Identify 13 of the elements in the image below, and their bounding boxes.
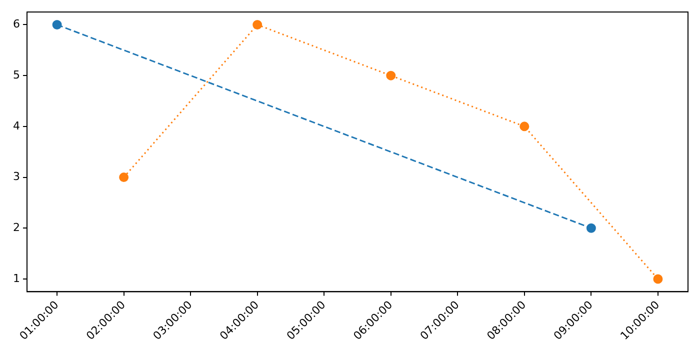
point [386, 70, 396, 80]
y-tick-label: 3 [13, 170, 20, 184]
point [586, 223, 596, 233]
point [252, 20, 262, 30]
y-tick-label: 6 [13, 18, 20, 31]
point [653, 274, 663, 284]
y-tick-label: 1 [13, 272, 20, 285]
y-tick-label: 2 [13, 221, 20, 234]
point [520, 122, 530, 132]
y-tick-label: 4 [13, 119, 20, 132]
point [52, 20, 62, 30]
point [119, 172, 129, 182]
y-tick-label: 5 [13, 68, 20, 82]
